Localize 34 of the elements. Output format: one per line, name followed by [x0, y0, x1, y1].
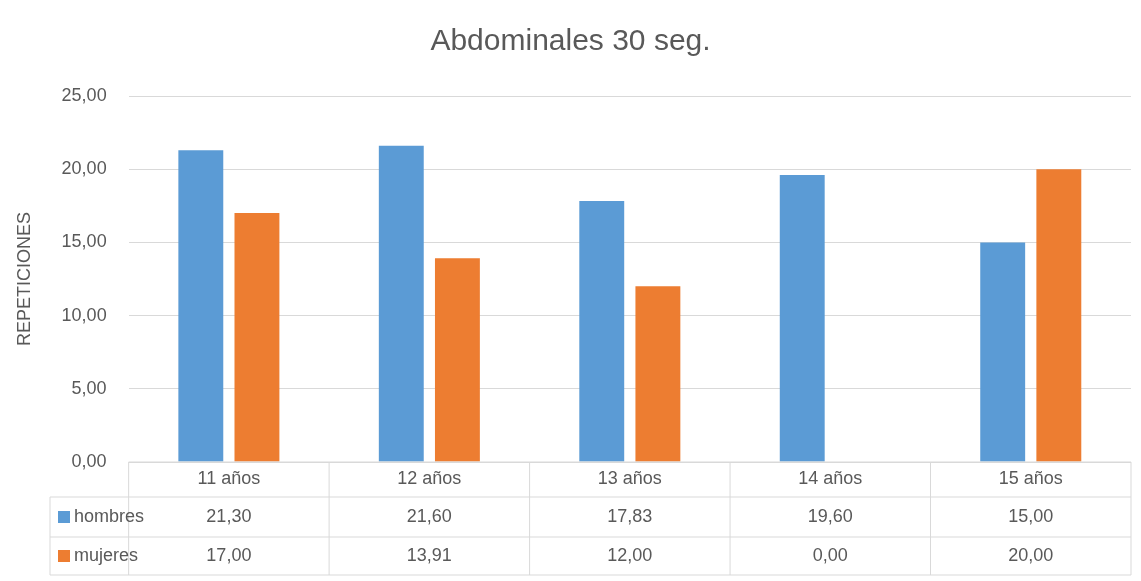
bar [779, 175, 825, 462]
y-axis-title: REPETICIONES [13, 211, 34, 347]
bar [579, 200, 625, 462]
bar [1036, 169, 1082, 462]
y-tick-label: 0,00 [71, 450, 107, 471]
y-tick-label: 5,00 [71, 377, 107, 398]
chart-title: Abdominales 30 seg. [430, 23, 711, 57]
data-label: 17,83 [607, 505, 653, 526]
data-label: 12,00 [607, 544, 653, 565]
x-tick-label: 14 años [798, 468, 863, 489]
bar [635, 286, 681, 462]
data-label: 21,30 [206, 505, 252, 526]
y-tick-label: 15,00 [61, 231, 107, 252]
legend-label: mujeres [74, 544, 139, 565]
bar [178, 150, 224, 462]
bar [378, 145, 424, 462]
x-tick-label: 13 años [597, 468, 662, 489]
y-tick-label: 20,00 [61, 158, 107, 179]
bar [434, 258, 480, 462]
data-label: 21,60 [406, 505, 452, 526]
data-label: 17,00 [206, 544, 252, 565]
x-tick-label: 11 años [197, 468, 261, 489]
legend-label: hombres [74, 505, 145, 526]
x-tick-label: 15 años [998, 468, 1063, 489]
data-label: 15,00 [1008, 505, 1054, 526]
data-label: 20,00 [1008, 544, 1054, 565]
y-tick-label: 10,00 [61, 304, 107, 325]
data-label: 0,00 [812, 544, 848, 565]
y-tick-label: 25,00 [61, 84, 107, 105]
bar [234, 213, 280, 462]
bar [980, 242, 1026, 462]
x-tick-label: 12 años [397, 468, 462, 489]
data-label: 13,91 [406, 544, 452, 565]
data-label: 19,60 [807, 505, 853, 526]
